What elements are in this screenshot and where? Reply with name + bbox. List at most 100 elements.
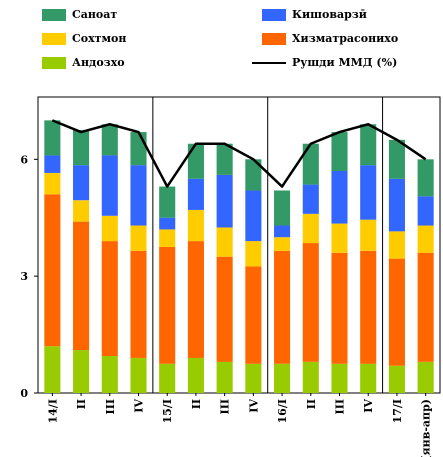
x-tick-label: 14/I	[46, 399, 59, 423]
y-tick-label: 3	[20, 270, 28, 283]
bar-segment-саноат	[101, 124, 118, 156]
bar-segment-сохтмон	[73, 200, 90, 222]
legend-item-hizmatrasoniho: Хизматрасонихо	[262, 32, 398, 45]
bar-segment-андозхо	[417, 361, 434, 393]
x-tick-label: II	[190, 399, 203, 409]
bar-segment-кишоварзӣ	[274, 225, 291, 238]
legend-item-kishovarzi: Кишоварзӣ	[262, 8, 367, 21]
legend-swatch-kishovarzi	[262, 8, 286, 21]
bar-segment-хизматрасонихо	[388, 258, 405, 366]
bar-segment-андозхо	[187, 357, 204, 393]
bar-segment-хизматрасонихо	[130, 250, 147, 358]
bar-segment-хизматрасонихо	[360, 250, 377, 364]
bar-segment-саноат	[388, 139, 405, 179]
bar-segment-хизматрасонихо	[216, 256, 233, 362]
chart-legend: Саноат Кишоварзӣ Сохтмон Хизматрасонихо …	[0, 0, 443, 80]
bar-segment-андозхо	[360, 363, 377, 393]
bar-segment-андозхо	[159, 363, 176, 393]
x-tick-label: (янв-апр)	[420, 399, 433, 457]
bar-segment-андозхо	[73, 350, 90, 393]
bar-segment-хизматрасонихо	[187, 241, 204, 358]
bar-segment-саноат	[216, 143, 233, 175]
y-tick-label: 6	[20, 153, 28, 166]
bar-segment-хизматрасонихо	[73, 221, 90, 351]
bar-segment-сохтмон	[331, 223, 348, 253]
x-tick-label: 16/I	[276, 399, 289, 423]
legend-item-andozho: Андозхо	[42, 56, 125, 69]
bar-segment-саноат	[360, 124, 377, 166]
bar-segment-сохтмон	[245, 241, 262, 267]
gdp-growth-line	[51, 119, 427, 188]
legend-label-gdp-growth: Рушди ММД (%)	[292, 56, 398, 69]
bar-segment-андозхо	[331, 363, 348, 393]
x-tick-label: 15/I	[161, 399, 174, 423]
x-tick-label: III	[334, 399, 347, 414]
bar-segment-андозхо	[130, 357, 147, 393]
bar-segment-хизматрасонихо	[274, 250, 291, 364]
legend-label-sohtmon: Сохтмон	[72, 32, 127, 45]
x-tick-label: III	[104, 399, 117, 414]
legend-item-sohtmon: Сохтмон	[42, 32, 126, 45]
x-tick-label: IV	[362, 399, 375, 413]
bar-segment-кишоварзӣ	[331, 171, 348, 224]
bar-segment-кишоварзӣ	[101, 155, 118, 216]
bar-segment-саноат	[44, 120, 61, 156]
bar-segment-андозхо	[274, 363, 291, 393]
plot-area-frame	[37, 96, 441, 394]
legend-label-saneat: Саноат	[72, 8, 118, 21]
bar-segment-хизматрасонихо	[245, 266, 262, 364]
bar-segment-сохтмон	[388, 231, 405, 259]
bar-segment-андозхо	[388, 365, 405, 393]
bar-segment-кишоварзӣ	[360, 165, 377, 220]
legend-swatch-saneat	[42, 8, 66, 21]
x-tick-label: II	[75, 399, 88, 409]
bar-segment-сохтмон	[274, 237, 291, 251]
bar-segment-андозхо	[245, 363, 262, 393]
legend-item-gdp-growth: Рушди ММД (%)	[252, 56, 397, 69]
bar-segment-кишоварзӣ	[245, 190, 262, 242]
bar-segment-саноат	[331, 132, 348, 171]
bar-segment-хизматрасонихо	[302, 243, 319, 362]
bar-segment-сохтмон	[417, 225, 434, 253]
bar-segment-сохтмон	[360, 219, 377, 251]
bar-segment-сохтмон	[44, 172, 61, 195]
bar-segment-кишоварзӣ	[73, 165, 90, 201]
legend-label-hizmatrasoniho: Хизматрасонихо	[292, 32, 399, 45]
bar-segment-хизматрасонихо	[417, 252, 434, 362]
x-tick-label: IV	[247, 399, 260, 413]
bar-segment-андозхо	[216, 361, 233, 393]
legend-label-kishovarzi: Кишоварзӣ	[292, 8, 367, 21]
legend-swatch-hizmatrasoniho	[262, 32, 286, 45]
legend-swatch-andozho	[42, 56, 66, 69]
bar-segment-кишоварзӣ	[159, 217, 176, 230]
bar-segment-сохтмон	[216, 227, 233, 257]
bar-segment-хизматрасонихо	[159, 246, 176, 364]
legend-label-andozho: Андозхо	[72, 56, 125, 69]
bar-segment-сохтмон	[101, 215, 118, 242]
bar-segment-саноат	[130, 132, 147, 166]
x-tick-label: II	[305, 399, 318, 409]
bar-segment-саноат	[417, 159, 434, 197]
bar-segment-сохтмон	[159, 229, 176, 247]
bar-segment-хизматрасонихо	[44, 194, 61, 347]
bar-segment-сохтмон	[130, 225, 147, 251]
legend-line-gdp-growth	[252, 61, 286, 64]
bar-segment-саноат	[159, 186, 176, 218]
bar-segment-саноат	[302, 143, 319, 185]
bar-segment-хизматрасонихо	[331, 252, 348, 364]
bar-segment-саноат	[245, 159, 262, 191]
bar-segment-андозхо	[44, 346, 61, 393]
x-tick-label: III	[219, 399, 232, 414]
bar-segment-саноат	[274, 190, 291, 226]
bar-segment-кишоварзӣ	[388, 178, 405, 232]
bar-segment-кишоварзӣ	[302, 184, 319, 214]
bar-segment-кишоварзӣ	[187, 178, 204, 210]
bar-segment-саноат	[187, 143, 204, 179]
legend-item-saneat: Саноат	[42, 8, 117, 21]
legend-swatch-sohtmon	[42, 32, 66, 45]
bar-segment-кишоварзӣ	[44, 155, 61, 173]
bar-segment-сохтмон	[302, 213, 319, 244]
bar-segment-кишоварзӣ	[216, 174, 233, 228]
bar-segment-кишоварзӣ	[130, 165, 147, 226]
bar-segment-андозхо	[302, 361, 319, 393]
